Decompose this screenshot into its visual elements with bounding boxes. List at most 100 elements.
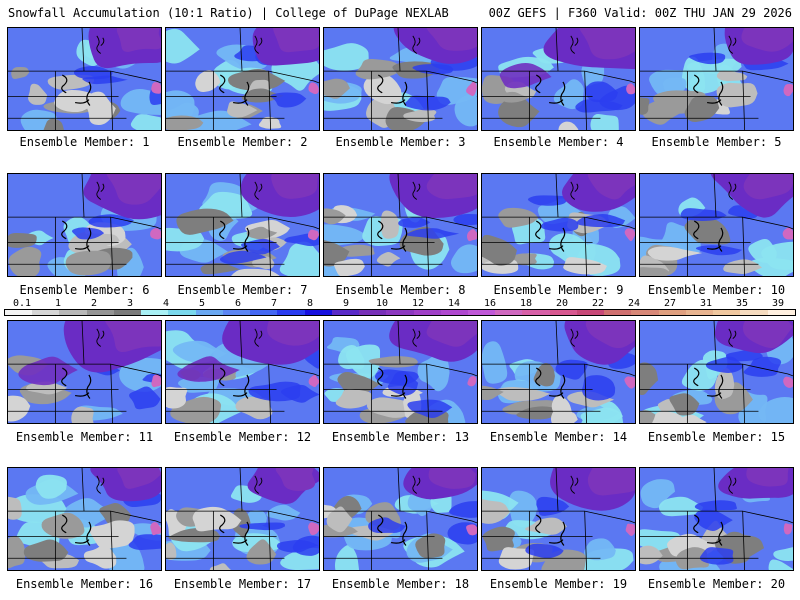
- ensemble-member-label: Ensemble Member: 16: [15, 577, 154, 591]
- ensemble-map-panel[interactable]: [481, 467, 636, 571]
- colorbar-swatch: [59, 310, 87, 315]
- colorbar-swatch: [685, 310, 714, 315]
- product-title: Snowfall Accumulation (10:1 Ratio) | Col…: [8, 6, 449, 20]
- ensemble-member-label: Ensemble Member: 8: [335, 283, 466, 297]
- colorbar-swatch: [222, 310, 251, 315]
- ensemble-map-panel[interactable]: [481, 320, 636, 424]
- snowfall-map: [324, 468, 477, 570]
- ensemble-map-panel[interactable]: [323, 173, 478, 277]
- ensemble-map-panel[interactable]: [165, 173, 320, 277]
- colorbar-swatch: [5, 310, 33, 315]
- colorbar-swatch: [604, 310, 632, 315]
- colorbar-swatch: [32, 310, 60, 315]
- ensemble-member-label: Ensemble Member: 19: [489, 577, 628, 591]
- colorbar-swatch: [304, 310, 332, 315]
- ensemble-map-panel[interactable]: [7, 467, 162, 571]
- colorbar-tick-label: 16: [483, 298, 497, 309]
- ensemble-member-label: Ensemble Member: 11: [15, 430, 154, 444]
- snowfall-map: [640, 28, 793, 130]
- ensemble-map-panel[interactable]: [323, 320, 478, 424]
- snowfall-map: [482, 468, 635, 570]
- colorbar-tick-label: 2: [90, 298, 98, 309]
- ensemble-member-label: Ensemble Member: 10: [647, 283, 786, 297]
- ensemble-map-panel[interactable]: [639, 27, 794, 131]
- colorbar-swatch: [277, 310, 305, 315]
- colorbar-tick-label: 35: [735, 298, 749, 309]
- colorbar-tick-label: 18: [519, 298, 533, 309]
- ensemble-map-panel[interactable]: [165, 320, 320, 424]
- colorbar-tick-label: 3: [126, 298, 134, 309]
- snowfall-map: [640, 321, 793, 423]
- colorbar-swatch: [522, 310, 550, 315]
- ensemble-member-label: Ensemble Member: 14: [489, 430, 628, 444]
- ensemble-member-label: Ensemble Member: 15: [647, 430, 786, 444]
- ensemble-member-label: Ensemble Member: 13: [331, 430, 470, 444]
- colorbar-tick-label: 1: [54, 298, 62, 309]
- colorbar-swatch: [631, 310, 659, 315]
- colorbar-swatch: [576, 310, 605, 315]
- colorbar-swatch: [86, 310, 114, 315]
- colorbar-tick-label: 0.1: [12, 298, 32, 309]
- colorbar-swatch: [195, 310, 223, 315]
- snowfall-map: [8, 468, 161, 570]
- model-run-info: 00Z GEFS | F360 Valid: 00Z THU JAN 29 20…: [488, 6, 792, 20]
- colorbar-tick-label: 6: [234, 298, 242, 309]
- snowfall-map: [8, 28, 161, 130]
- snowfall-map: [640, 174, 793, 276]
- ensemble-map-panel[interactable]: [165, 27, 320, 131]
- ensemble-map-panel[interactable]: [639, 320, 794, 424]
- ensemble-member-label: Ensemble Member: 3: [335, 135, 466, 149]
- ensemble-member-label: Ensemble Member: 12: [173, 430, 312, 444]
- colorbar-swatch: [386, 310, 414, 315]
- ensemble-map-panel[interactable]: [165, 467, 320, 571]
- snowfall-map: [166, 468, 319, 570]
- colorbar-tick-label: 12: [411, 298, 425, 309]
- colorbar-tick-label: 24: [627, 298, 641, 309]
- snowfall-map: [482, 321, 635, 423]
- colorbar-swatch: [113, 310, 142, 315]
- colorbar-tick-label: 27: [663, 298, 677, 309]
- ensemble-map-panel[interactable]: [7, 27, 162, 131]
- colorbar-swatch: [250, 310, 278, 315]
- ensemble-map-panel[interactable]: [7, 320, 162, 424]
- snowfall-map: [324, 174, 477, 276]
- colorbar-tick-label: 20: [555, 298, 569, 309]
- ensemble-map-panel[interactable]: [481, 173, 636, 277]
- snowfall-map: [166, 321, 319, 423]
- colorbar-tick-label: 39: [771, 298, 785, 309]
- colorbar-swatch: [413, 310, 441, 315]
- snowfall-map: [482, 174, 635, 276]
- snowfall-map: [8, 174, 161, 276]
- colorbar-swatch: [440, 310, 468, 315]
- colorbar-swatch: [331, 310, 360, 315]
- ensemble-member-label: Ensemble Member: 7: [177, 283, 308, 297]
- snowfall-map: [324, 28, 477, 130]
- colorbar-tick-label: 14: [447, 298, 461, 309]
- snowfall-map: [640, 468, 793, 570]
- ensemble-member-label: Ensemble Member: 17: [173, 577, 312, 591]
- ensemble-member-label: Ensemble Member: 2: [177, 135, 308, 149]
- ensemble-map-panel[interactable]: [323, 467, 478, 571]
- colorbar-tick-label: 22: [591, 298, 605, 309]
- ensemble-member-label: Ensemble Member: 6: [19, 283, 150, 297]
- snowfall-map: [166, 28, 319, 130]
- ensemble-map-panel[interactable]: [639, 467, 794, 571]
- ensemble-map-panel[interactable]: [481, 27, 636, 131]
- ensemble-member-label: Ensemble Member: 9: [493, 283, 624, 297]
- colorbar-tick-label: 5: [198, 298, 206, 309]
- colorbar-swatch: [141, 310, 169, 315]
- snowfall-map: [324, 321, 477, 423]
- colorbar-tick-label: 31: [699, 298, 713, 309]
- colorbar-swatch: [168, 310, 196, 315]
- ensemble-map-panel[interactable]: [323, 27, 478, 131]
- ensemble-map-panel[interactable]: [639, 173, 794, 277]
- ensemble-member-label: Ensemble Member: 1: [19, 135, 150, 149]
- ensemble-map-panel[interactable]: [7, 173, 162, 277]
- colorbar-swatch: [713, 310, 741, 315]
- colorbar-swatch: [658, 310, 686, 315]
- snowfall-map: [482, 28, 635, 130]
- snowfall-map: [8, 321, 161, 423]
- colorbar-swatch: [740, 310, 768, 315]
- colorbar-swatch: [549, 310, 577, 315]
- colorbar-tick-label: 8: [306, 298, 314, 309]
